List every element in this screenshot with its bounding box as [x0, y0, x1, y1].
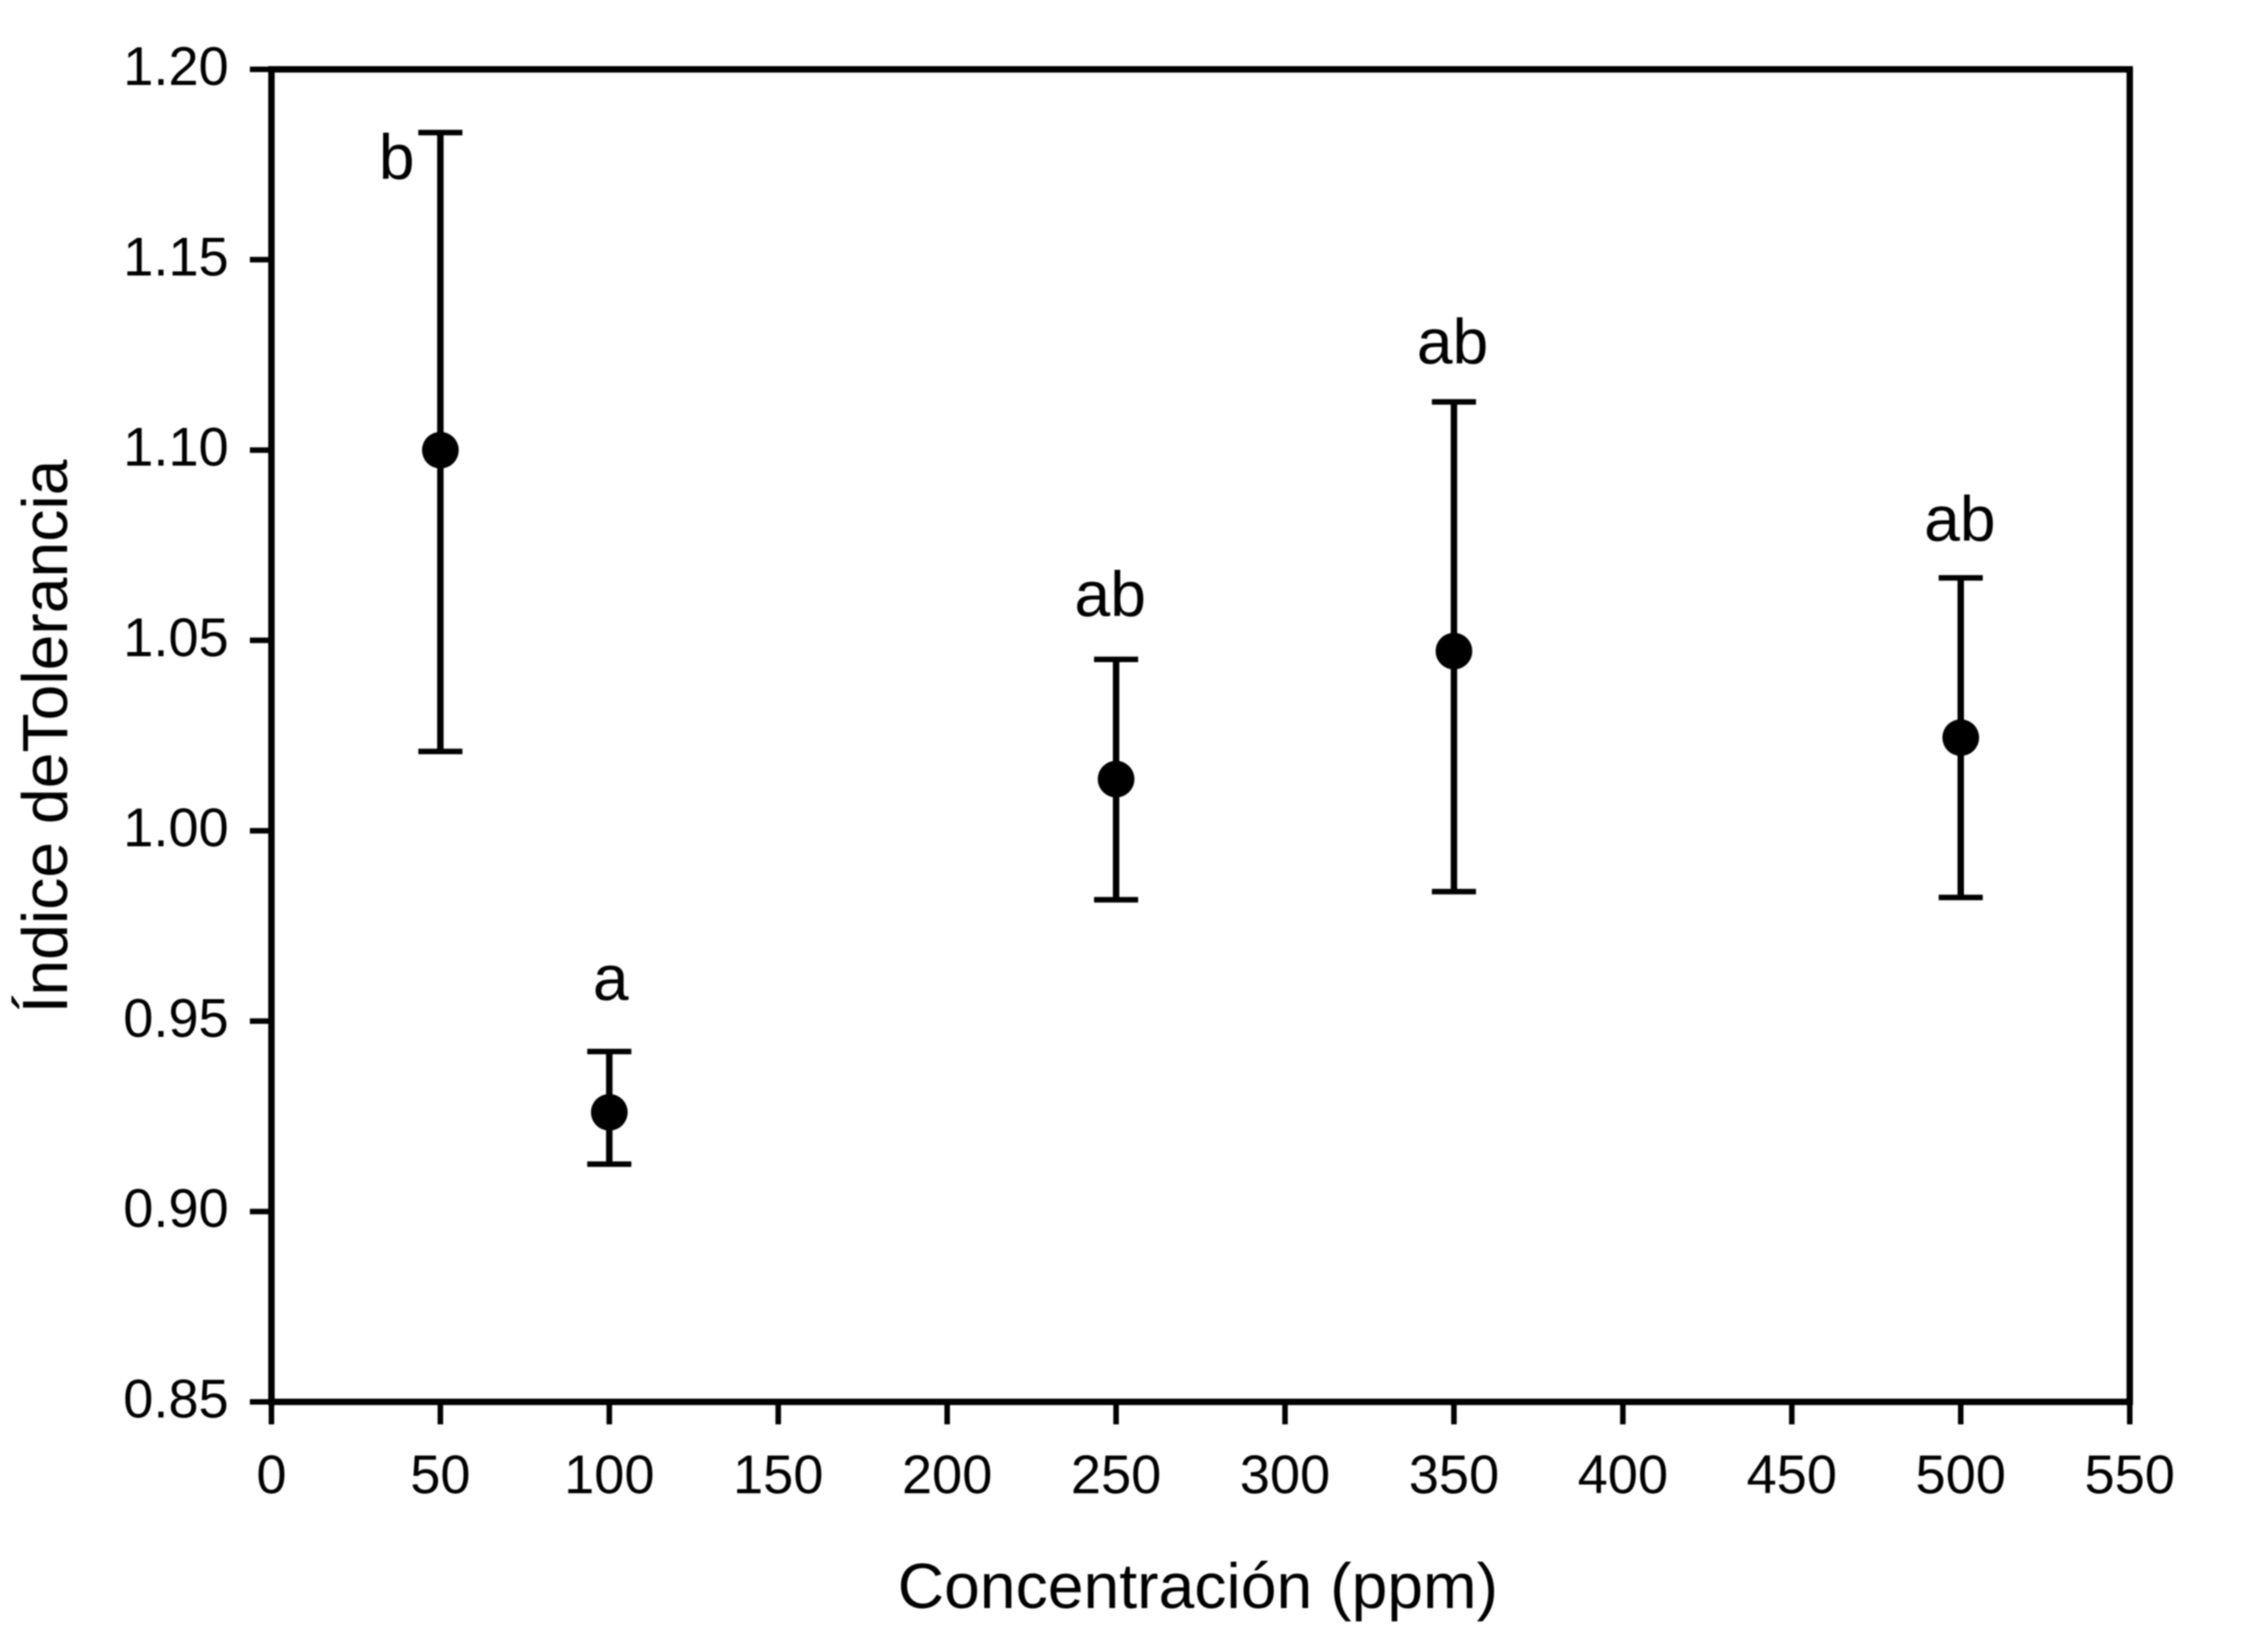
svg-text:ab: ab	[1416, 306, 1488, 377]
svg-text:0: 0	[256, 1445, 287, 1505]
svg-text:0.95: 0.95	[123, 988, 229, 1049]
svg-text:500: 500	[1915, 1445, 2005, 1505]
svg-text:Índice deTolerancia: Índice deTolerancia	[9, 459, 81, 1013]
svg-text:0.85: 0.85	[123, 1369, 229, 1430]
svg-text:1.20: 1.20	[123, 37, 229, 97]
svg-text:50: 50	[411, 1445, 471, 1505]
svg-text:ab: ab	[1924, 483, 1996, 555]
svg-text:1.05: 1.05	[123, 607, 229, 668]
svg-text:0.90: 0.90	[123, 1178, 229, 1239]
svg-text:400: 400	[1577, 1445, 1667, 1505]
svg-text:300: 300	[1240, 1445, 1330, 1505]
svg-text:1.10: 1.10	[123, 417, 229, 478]
svg-text:1.15: 1.15	[123, 227, 229, 287]
svg-text:550: 550	[2084, 1445, 2174, 1505]
svg-text:250: 250	[1071, 1445, 1161, 1505]
svg-text:450: 450	[1746, 1445, 1836, 1505]
svg-text:Concentración (ppm): Concentración (ppm)	[897, 1550, 1498, 1622]
svg-text:a: a	[592, 942, 628, 1014]
svg-text:100: 100	[564, 1445, 654, 1505]
svg-text:1.00: 1.00	[123, 798, 229, 859]
svg-text:ab: ab	[1075, 558, 1146, 630]
svg-text:200: 200	[902, 1445, 992, 1505]
svg-text:b: b	[378, 121, 414, 193]
svg-text:150: 150	[733, 1445, 823, 1505]
svg-text:350: 350	[1409, 1445, 1499, 1505]
